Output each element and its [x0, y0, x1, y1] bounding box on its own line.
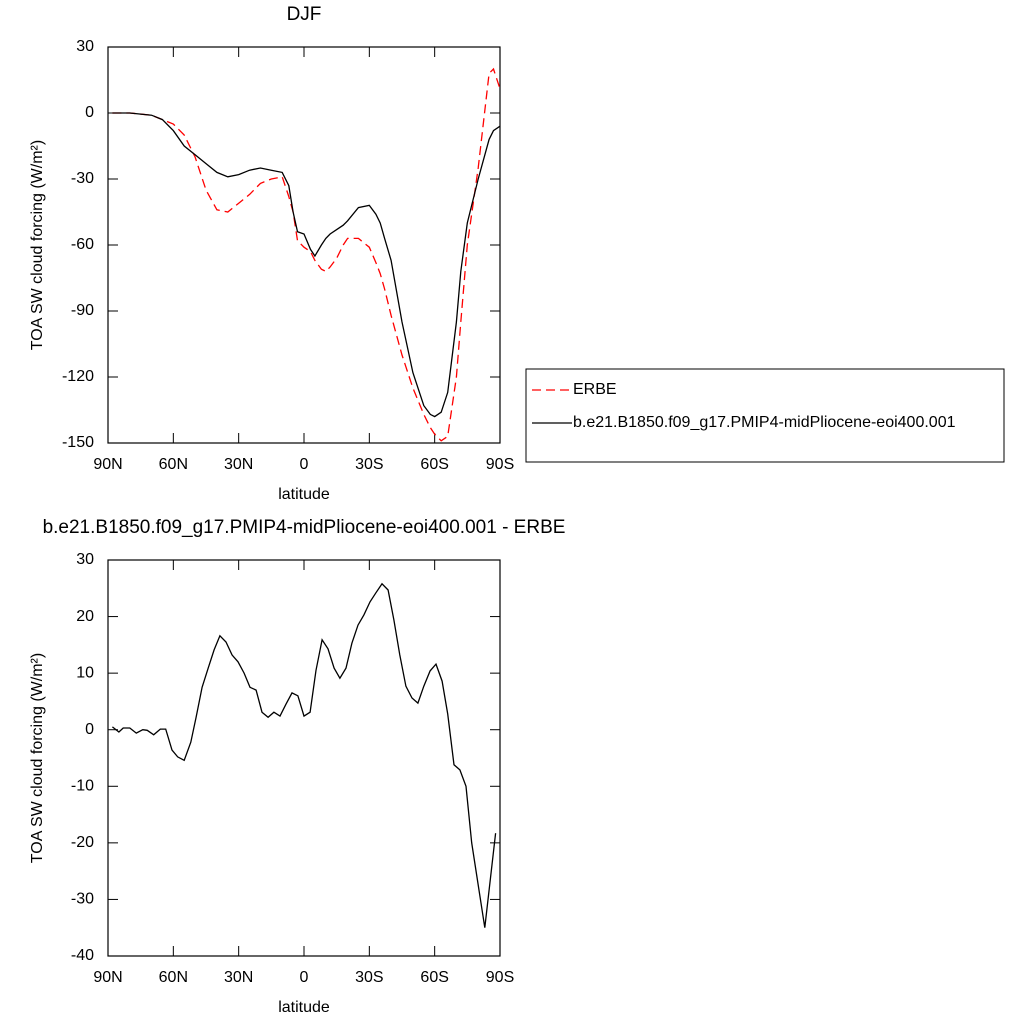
y-tick-label: -20 [71, 834, 94, 851]
y-tick-label: -40 [71, 947, 94, 964]
data-line [112, 67, 501, 442]
data-line [111, 582, 497, 928]
x-tick-label: 90N [93, 969, 122, 986]
y-tick-label: -60 [71, 236, 94, 253]
x-tick-label: 0 [300, 456, 309, 473]
plot-frame [107, 46, 501, 444]
x-tick-label: 30S [355, 969, 383, 986]
x-tick-label: 30N [224, 456, 253, 473]
y-axis-label: TOA SW cloud forcing (W/m²) [29, 140, 46, 350]
x-tick-label: 0 [300, 969, 309, 986]
x-tick-label: 90S [486, 456, 514, 473]
y-tick-label: -10 [71, 778, 94, 795]
y-tick-label: -30 [71, 891, 94, 908]
y-tick-label: 10 [76, 664, 94, 681]
x-tick-label: 60N [159, 969, 188, 986]
plot-frame [107, 559, 501, 957]
x-tick-label: 60S [420, 456, 448, 473]
y-tick-label: 20 [76, 608, 94, 625]
chart-title: b.e21.B1850.f09_g17.PMIP4-midPliocene-eo… [43, 517, 566, 538]
legend-label: b.e21.B1850.f09_g17.PMIP4-midPliocene-eo… [573, 414, 956, 431]
legend-label: ERBE [573, 381, 617, 398]
x-axis-label: latitude [278, 999, 330, 1016]
x-tick-label: 90N [93, 456, 122, 473]
y-tick-label: 0 [85, 104, 94, 121]
legend-box [525, 368, 1005, 463]
x-tick-label: 60S [420, 969, 448, 986]
y-tick-label: -90 [71, 302, 94, 319]
x-tick-label: 30S [355, 456, 383, 473]
chart-title: DJF [287, 4, 322, 25]
y-tick-label: 0 [85, 721, 94, 738]
y-tick-label: -120 [62, 368, 94, 385]
y-tick-label: 30 [76, 38, 94, 55]
y-axis-label: TOA SW cloud forcing (W/m²) [29, 653, 46, 863]
y-tick-label: -150 [62, 434, 94, 451]
x-axis-label: latitude [278, 486, 330, 503]
x-tick-label: 60N [159, 456, 188, 473]
y-tick-label: 30 [76, 551, 94, 568]
y-tick-label: -30 [71, 170, 94, 187]
x-tick-label: 30N [224, 969, 253, 986]
x-tick-label: 90S [486, 969, 514, 986]
data-line [112, 112, 501, 418]
